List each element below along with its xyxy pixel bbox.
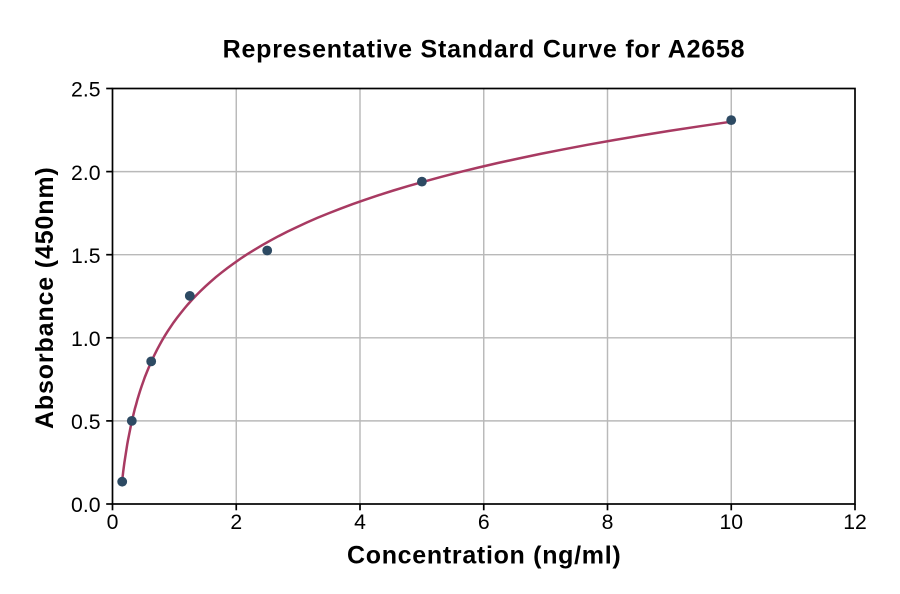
svg-text:2.0: 2.0 — [71, 162, 100, 185]
svg-text:Representative Standard Curve: Representative Standard Curve for A2658 — [223, 36, 746, 64]
svg-text:0.5: 0.5 — [71, 411, 100, 434]
svg-text:Concentration (ng/ml): Concentration (ng/ml) — [347, 542, 621, 570]
svg-text:6: 6 — [478, 511, 490, 534]
svg-text:8: 8 — [602, 511, 614, 534]
svg-text:2: 2 — [230, 511, 242, 534]
svg-text:12: 12 — [843, 511, 867, 534]
svg-text:1.0: 1.0 — [71, 328, 100, 351]
svg-text:0.0: 0.0 — [71, 494, 100, 517]
svg-text:1.5: 1.5 — [71, 245, 100, 268]
svg-text:10: 10 — [719, 511, 743, 534]
svg-text:4: 4 — [354, 511, 366, 534]
svg-text:0: 0 — [107, 511, 119, 534]
svg-text:Absorbance (450nm): Absorbance (450nm) — [31, 166, 59, 429]
svg-text:2.5: 2.5 — [71, 79, 100, 102]
